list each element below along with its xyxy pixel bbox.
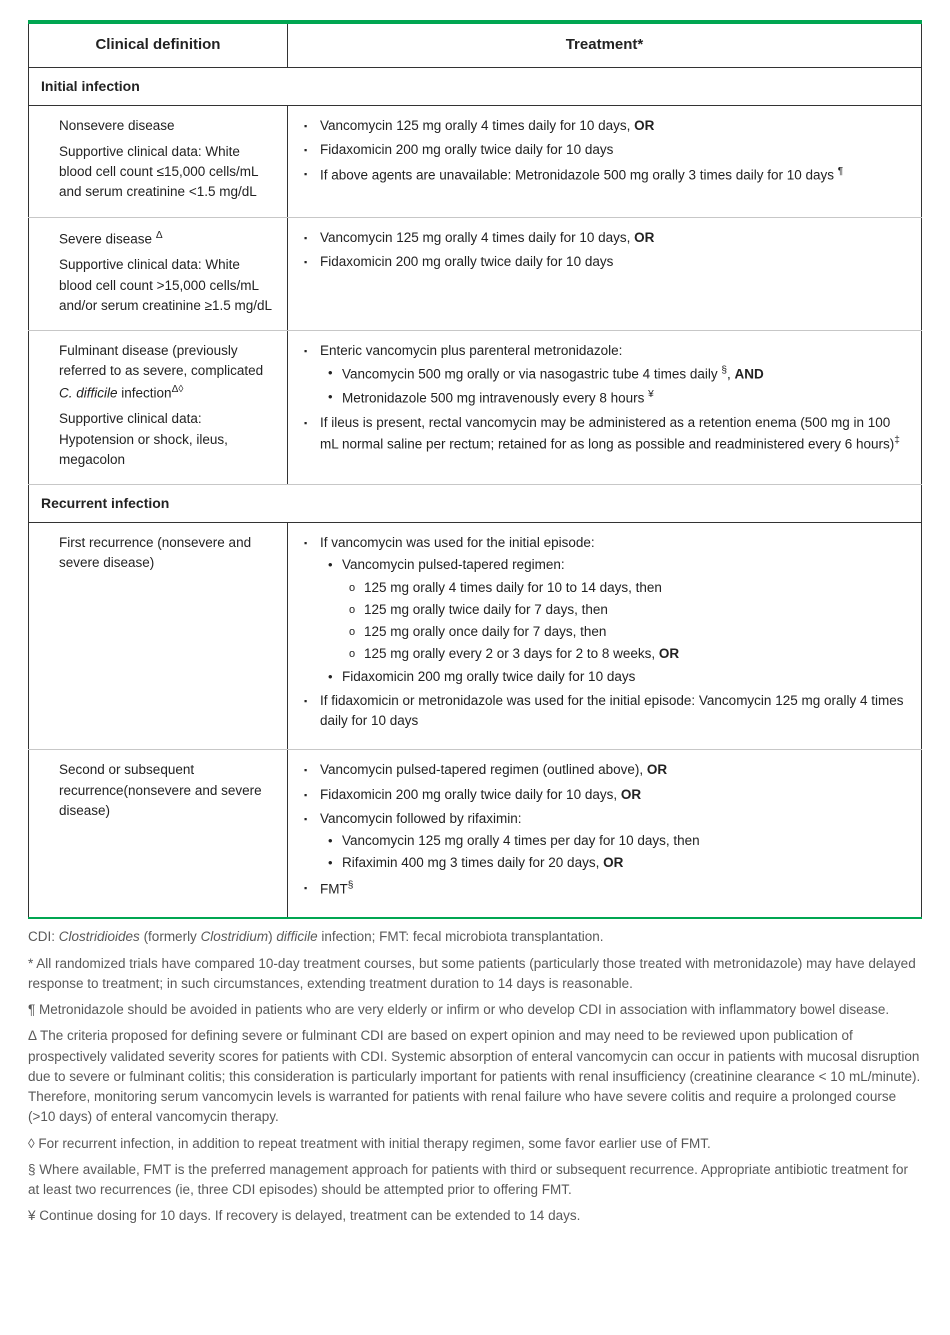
footnote-delta: Δ The criteria proposed for defining sev… [28,1026,922,1127]
first-rec-t1b: Fidaxomicin 200 mg orally twice daily fo… [342,667,907,687]
fulminant-t2: If ileus is present, rectal vancomycin m… [320,413,907,455]
second-rec-t3: Vancomycin followed by rifaximin: Vancom… [320,809,907,874]
footnote-section: § Where available, FMT is the preferred … [28,1160,922,1201]
footnote-star: * All randomized trials have compared 10… [28,954,922,995]
section-initial: Initial infection [29,67,922,105]
footnotes: CDI: Clostridioides (formerly Clostridiu… [28,927,922,1226]
row-first-recurrence: First recurrence (nonsevere and severe d… [29,523,922,750]
second-rec-t1: Vancomycin pulsed-tapered regimen (outli… [320,760,907,780]
first-rec-t1a: Vancomycin pulsed-tapered regimen: 125 m… [342,555,907,664]
first-rec-t1a1: 125 mg orally 4 times daily for 10 to 14… [364,578,907,598]
severe-t2: Fidaxomicin 200 mg orally twice daily fo… [320,252,907,272]
nonsevere-subdata: Supportive clinical data: White blood ce… [59,142,273,203]
first-rec-title: First recurrence (nonsevere and severe d… [59,533,273,574]
nonsevere-t1: Vancomycin 125 mg orally 4 times daily f… [320,116,907,136]
header-treatment: Treatment* [287,22,921,67]
footnote-yen: ¥ Continue dosing for 10 days. If recove… [28,1206,922,1226]
second-rec-t3b: Rifaximin 400 mg 3 times daily for 20 da… [342,853,907,873]
fulminant-t1a: Vancomycin 500 mg orally or via nasogast… [342,363,907,385]
first-rec-t2: If fidaxomicin or metronidazole was used… [320,691,907,732]
severe-t1: Vancomycin 125 mg orally 4 times daily f… [320,228,907,248]
first-rec-t1a4: 125 mg orally every 2 or 3 days for 2 to… [364,644,907,664]
footnote-para: ¶ Metronidazole should be avoided in pat… [28,1000,922,1020]
first-rec-t1a3: 125 mg orally once daily for 7 days, the… [364,622,907,642]
nonsevere-t2: Fidaxomicin 200 mg orally twice daily fo… [320,140,907,160]
fulminant-t1b: Metronidazole 500 mg intravenously every… [342,387,907,409]
section-recurrent: Recurrent infection [29,485,922,523]
row-nonsevere: Nonsevere disease Supportive clinical da… [29,105,922,217]
first-rec-t1a2: 125 mg orally twice daily for 7 days, th… [364,600,907,620]
row-severe: Severe disease Δ Supportive clinical dat… [29,217,922,331]
treatment-table: Clinical definition Treatment* Initial i… [28,20,922,919]
fulminant-t1: Enteric vancomycin plus parenteral metro… [320,341,907,409]
nonsevere-t3: If above agents are unavailable: Metroni… [320,164,907,186]
fulminant-subdata: Supportive clinical data: Hypotension or… [59,409,273,470]
second-rec-t4: FMT§ [320,878,907,900]
second-rec-t2: Fidaxomicin 200 mg orally twice daily fo… [320,785,907,805]
footnote-abbrev: CDI: Clostridioides (formerly Clostridiu… [28,927,922,947]
footnote-diamond: ◊ For recurrent infection, in addition t… [28,1134,922,1154]
first-rec-t1: If vancomycin was used for the initial e… [320,533,907,687]
row-second-recurrence: Second or subsequent recurrence(nonsever… [29,750,922,919]
severe-subdata: Supportive clinical data: White blood ce… [59,255,273,316]
header-clinical-definition: Clinical definition [29,22,288,67]
second-rec-t3a: Vancomycin 125 mg orally 4 times per day… [342,831,907,851]
nonsevere-title: Nonsevere disease [59,116,273,136]
second-rec-title: Second or subsequent recurrence(nonsever… [59,760,273,821]
fulminant-title: Fulminant disease (previously referred t… [59,341,273,403]
severe-title: Severe disease Δ [59,228,273,250]
row-fulminant: Fulminant disease (previously referred t… [29,331,922,485]
